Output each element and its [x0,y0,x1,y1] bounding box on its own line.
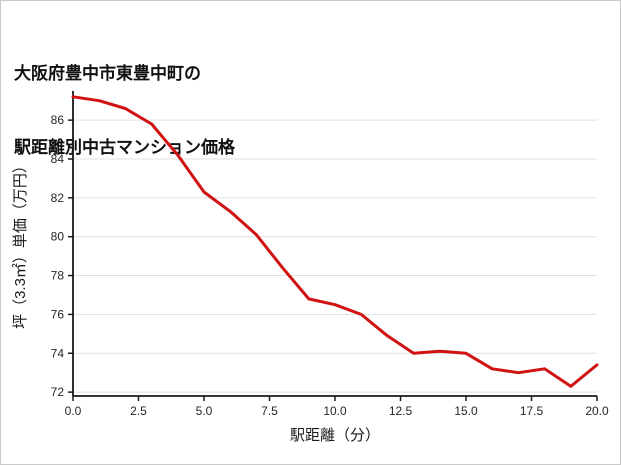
y-tick-label: 84 [51,152,65,166]
y-axis-label: 坪（3.3㎡）単価（万円） [12,158,29,329]
x-tick-label: 10.0 [323,404,347,418]
x-tick-label: 17.5 [520,404,544,418]
y-tick-label: 86 [51,113,65,127]
y-tick-label: 78 [51,269,65,283]
y-tick-label: 76 [51,307,65,321]
y-tick-label: 82 [51,191,65,205]
x-tick-label: 15.0 [454,404,478,418]
chart-title-line1: 大阪府豊中市東豊中町の [14,64,201,84]
y-tick-label: 80 [51,230,65,244]
x-tick-label: 2.5 [130,404,147,418]
x-tick-label: 12.5 [389,404,413,418]
chart-title-line2: 駅距離別中古マンション価格 [14,138,235,158]
x-tick-label: 0.0 [65,404,82,418]
y-tick-label: 72 [51,385,65,399]
x-tick-label: 5.0 [196,404,213,418]
x-tick-label: 7.5 [261,404,278,418]
x-tick-label: 20.0 [585,404,609,418]
x-axis-label: 駅距離（分） [290,426,380,444]
y-tick-label: 74 [51,346,65,360]
chart-title: 大阪府豊中市東豊中町の 駅距離別中古マンション価格 [14,13,235,210]
price-line [71,95,599,388]
